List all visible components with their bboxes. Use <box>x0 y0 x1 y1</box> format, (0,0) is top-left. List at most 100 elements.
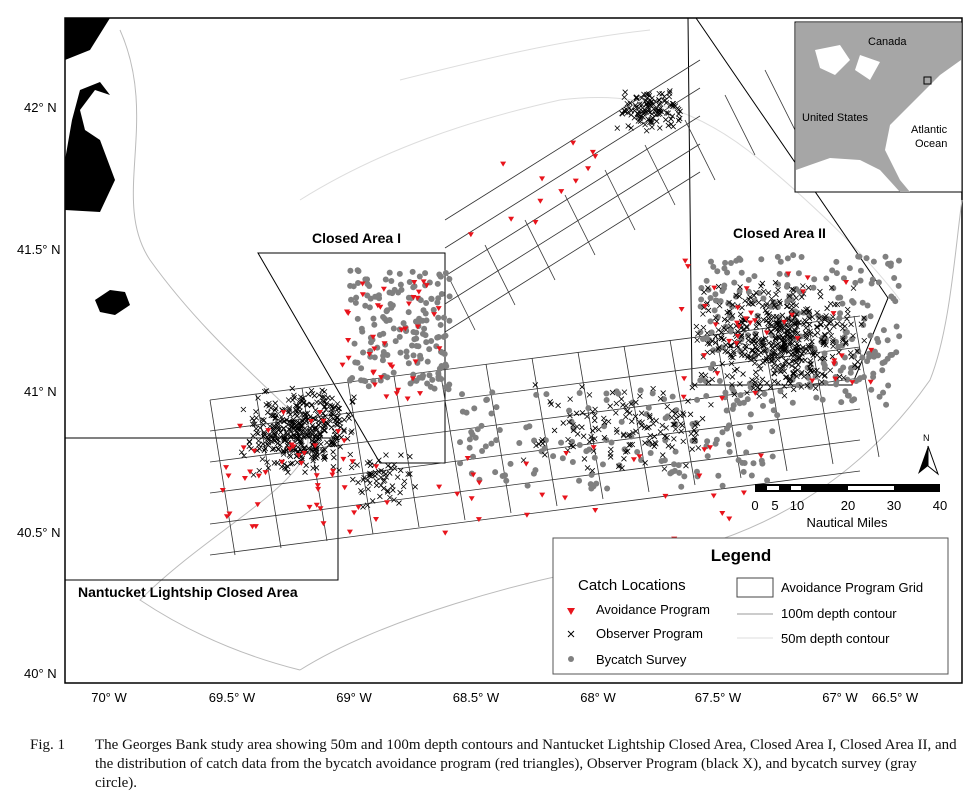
cape-cod-land <box>65 82 115 212</box>
observer-point <box>834 321 841 327</box>
observer-point <box>308 387 315 394</box>
survey-point <box>821 350 828 357</box>
observer-point <box>691 427 697 433</box>
avoidance-point <box>831 358 838 364</box>
observer-point <box>570 422 576 428</box>
survey-point <box>424 358 431 365</box>
avoidance-point <box>349 459 356 465</box>
observer-point <box>348 464 355 471</box>
observer-point <box>723 342 729 348</box>
survey-point <box>840 275 847 282</box>
observer-point <box>773 319 780 325</box>
inset-label-us: United States <box>802 112 869 124</box>
observer-point <box>320 398 327 405</box>
avoidance-point <box>868 347 875 353</box>
observer-point <box>775 341 781 347</box>
survey-point <box>489 389 496 396</box>
lat-label: 40.5° N <box>17 525 61 540</box>
observer-point <box>272 405 279 412</box>
observer-point <box>272 415 278 422</box>
avoidance-point <box>405 301 412 307</box>
observer-point <box>378 468 384 474</box>
observer-point <box>689 384 696 391</box>
observer-point <box>316 435 323 441</box>
survey-point <box>516 439 523 446</box>
observer-point <box>647 414 653 420</box>
observer-point <box>786 361 792 367</box>
observer-point <box>745 301 752 307</box>
observer-point <box>626 105 633 111</box>
observer-point <box>753 369 759 376</box>
survey-point <box>698 296 705 303</box>
observer-point <box>793 344 800 351</box>
observer-point <box>361 474 367 481</box>
avoidance-point <box>592 154 599 160</box>
avoidance-point <box>316 410 323 416</box>
avoidance-point <box>435 306 442 312</box>
survey-point <box>585 405 592 412</box>
observer-point <box>643 127 650 134</box>
avoidance-point <box>758 453 765 459</box>
observer-point <box>321 453 328 460</box>
observer-point <box>788 306 795 313</box>
observer-point <box>808 367 814 374</box>
observer-point <box>724 317 731 324</box>
observer-point <box>793 295 799 301</box>
observer-point <box>251 417 257 424</box>
avoidance-point <box>414 295 421 301</box>
observer-point <box>670 421 677 428</box>
observer-point <box>632 413 639 420</box>
contour-100m <box>119 29 309 671</box>
observer-point <box>271 412 277 419</box>
observer-point <box>310 457 316 464</box>
avoidance-point <box>707 445 714 451</box>
avoidance-point <box>345 355 352 361</box>
observer-point <box>302 415 309 422</box>
survey-point <box>488 440 495 447</box>
avoidance-point <box>476 480 483 486</box>
survey-point <box>472 434 479 441</box>
observer-point <box>294 459 301 466</box>
observer-point <box>589 408 596 415</box>
survey-point <box>847 369 854 376</box>
observer-point <box>316 430 323 437</box>
observer-point <box>613 426 620 433</box>
observer-point <box>591 412 598 419</box>
avoidance-point <box>301 450 308 456</box>
avoidance-point <box>265 428 272 434</box>
survey-point <box>354 315 361 322</box>
survey-point <box>435 375 442 382</box>
avoidance-point <box>314 483 321 489</box>
observer-point <box>773 291 779 298</box>
observer-point <box>768 316 775 323</box>
observer-point <box>350 476 356 483</box>
survey-point <box>758 256 765 263</box>
survey-point <box>437 321 444 328</box>
avoidance-point <box>630 457 637 463</box>
survey-point <box>719 429 726 436</box>
survey-point <box>358 325 365 332</box>
observer-point <box>759 376 766 383</box>
observer-point <box>784 328 791 334</box>
observer-point <box>695 445 702 451</box>
grid-line <box>347 381 374 535</box>
avoidance-point <box>743 286 750 292</box>
observer-point <box>767 384 774 391</box>
observer-point <box>360 504 366 510</box>
avoidance-point <box>710 493 717 499</box>
survey-point <box>745 288 752 295</box>
survey-point <box>837 310 844 317</box>
survey-point <box>795 270 802 277</box>
lon-label: 69.5° W <box>209 690 256 705</box>
svg-text:N: N <box>923 433 930 443</box>
avoidance-point <box>241 476 248 482</box>
observer-point <box>663 425 669 431</box>
observer-point <box>842 323 848 330</box>
observer-point <box>264 459 270 465</box>
observer-point <box>275 446 282 452</box>
observer-point <box>337 444 343 450</box>
survey-point <box>493 404 500 411</box>
observer-point <box>238 449 245 456</box>
survey-point <box>750 460 757 467</box>
observer-point <box>797 354 803 361</box>
